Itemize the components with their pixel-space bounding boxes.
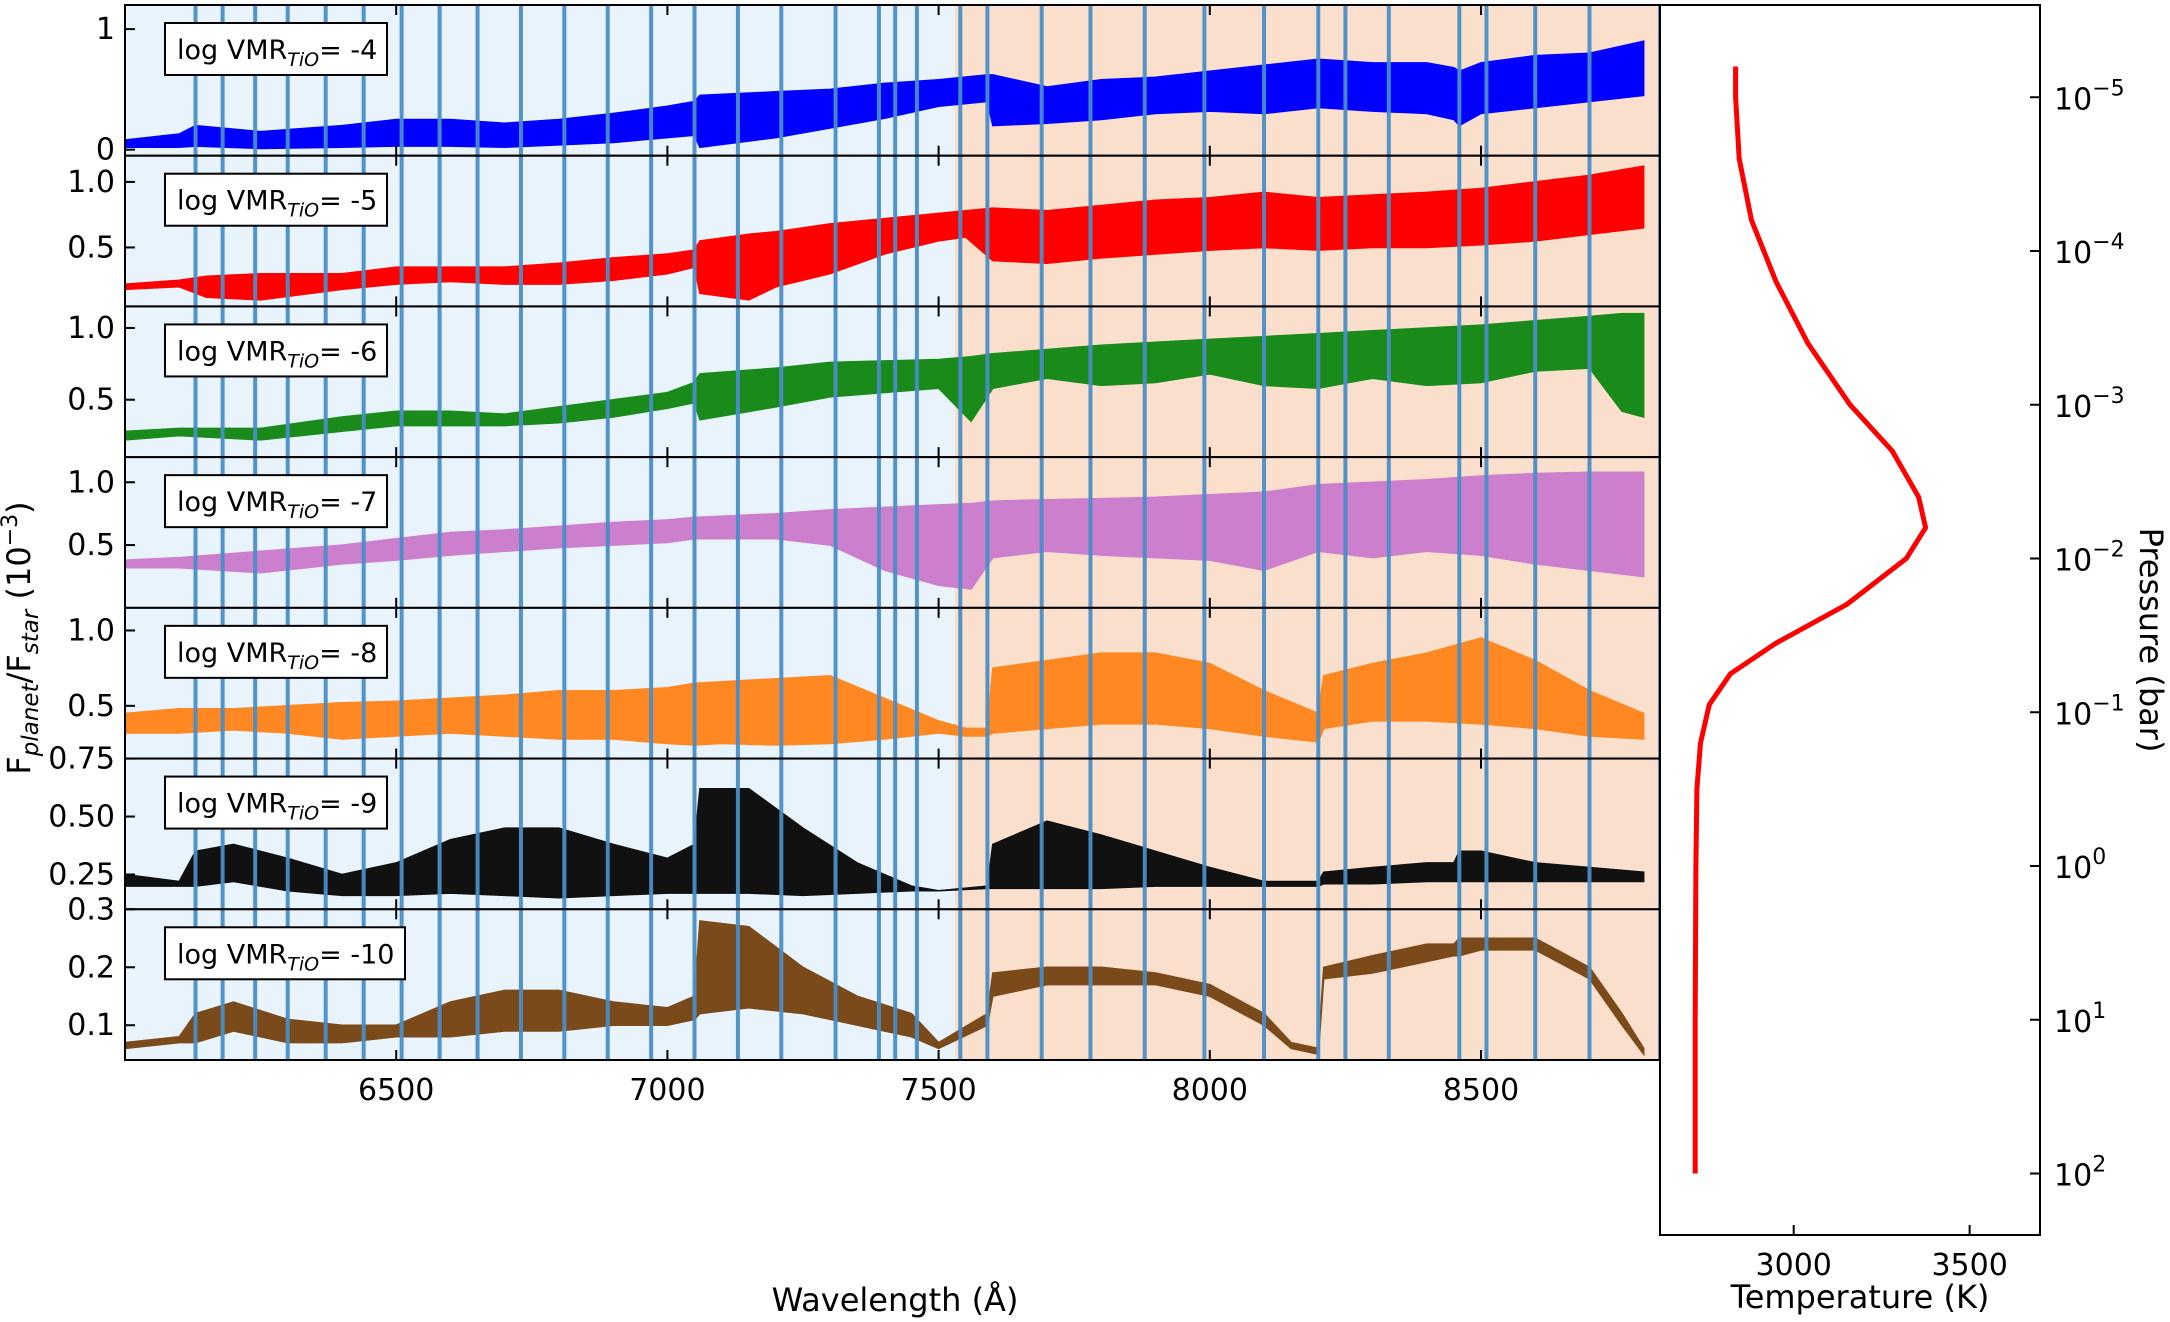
x-tick-label: 8000 <box>1172 1073 1248 1108</box>
y-tick-label: 0.3 <box>67 892 115 927</box>
y-tick-label: 1 <box>96 12 115 47</box>
panel-label-text: log VMRTiO= -6 <box>177 336 377 372</box>
y-tick-label: 101 <box>2054 999 2106 1040</box>
x-tick-label: 3000 <box>1756 1248 1832 1283</box>
panel-label-box <box>164 926 406 981</box>
panel-label-box <box>164 474 388 529</box>
temperature-profile-line <box>1692 66 1929 1174</box>
temperature-pressure-panel: 3000 3500 10−5 10−4 10−3 10−2 10−1 100 101 102 <box>1659 4 2125 1283</box>
y-tick-label: 10−5 <box>2054 76 2125 117</box>
y-tick-label: 0.75 <box>48 742 115 777</box>
panel-label-text: log VMRTiO= -5 <box>177 186 377 222</box>
panel-label-box <box>164 775 388 830</box>
spectrum-panel: 0.25 0.50 0.75 log VMRTiO= -9 <box>48 742 1662 911</box>
panel-label-box <box>164 624 388 679</box>
spectrum-panel: 0.5 1.0 log VMRTiO= -8 <box>67 606 1662 760</box>
y-tick-label: 0.5 <box>67 689 115 724</box>
y-tick-label: 10−1 <box>2054 691 2125 732</box>
x-tick-label: 7000 <box>629 1073 705 1108</box>
spectra-panel: 0 1 log VMRTiO= -4 0.5 1.0 log VMRTiO= -5 0.5 1… <box>48 4 1662 1108</box>
panel-label: log VMRTiO= -10 <box>164 926 406 981</box>
spectrum-panel: 0.5 1.0 log VMRTiO= -7 <box>67 456 1662 609</box>
spectrum-panel: 0.1 0.2 0.3 log VMRTiO= -10 <box>67 892 1662 1061</box>
panel-label-box <box>164 323 388 378</box>
y-tick-label: 1.0 <box>67 465 115 500</box>
panel-label-text: log VMRTiO= -7 <box>177 487 377 523</box>
spectrum-panel: 0.5 1.0 log VMRTiO= -5 <box>67 154 1662 308</box>
y-tick-label: 10−4 <box>2054 230 2125 271</box>
y-tick-label: 0 <box>96 133 115 168</box>
y-tick-label: 1.0 <box>67 165 115 200</box>
y-tick-label: 1.0 <box>67 311 115 346</box>
x-tick-label: 8500 <box>1443 1073 1519 1108</box>
y-tick-label: 10−2 <box>2054 538 2125 579</box>
panel-label-text: log VMRTiO= -8 <box>177 638 377 674</box>
spectrum-panel: 0.5 1.0 log VMRTiO= -6 <box>67 305 1662 459</box>
y-tick-label: 0.5 <box>67 383 115 418</box>
panel-label-text: log VMRTiO= -9 <box>177 789 377 825</box>
x-tick-label: 3500 <box>1931 1248 2007 1283</box>
panel-label-box <box>164 22 388 76</box>
y-tick-label: 0.1 <box>67 1008 115 1043</box>
y-tick-label: 0.5 <box>67 528 115 563</box>
panel-label: log VMRTiO= -9 <box>164 775 388 830</box>
panel-label: log VMRTiO= -7 <box>164 474 388 529</box>
y-tick-label: 100 <box>2054 845 2106 886</box>
panel-label: log VMRTiO= -5 <box>164 172 388 227</box>
x-axis-label-temperature: Temperature (K) <box>1730 1278 1990 1316</box>
panel-label-text: log VMRTiO= -10 <box>177 939 394 975</box>
panel-label-box <box>164 172 388 227</box>
x-tick-label: 6500 <box>358 1073 434 1108</box>
spectrum-panel: 0 1 log VMRTiO= -4 <box>96 4 1662 168</box>
y-tick-label: 10−3 <box>2054 384 2125 425</box>
y-axis-label-pressure: Pressure (bar) <box>2132 528 2170 753</box>
y-tick-label: 0.2 <box>67 950 115 985</box>
y-axis-label-flux-ratio: Fplanet/Fstar (10−3) <box>0 501 44 774</box>
x-tick-label: 7500 <box>900 1073 976 1108</box>
panel-label: log VMRTiO= -4 <box>164 22 388 76</box>
profile-frame <box>1659 4 2041 1236</box>
y-tick-label: 102 <box>2054 1153 2106 1194</box>
panel-label: log VMRTiO= -8 <box>164 624 388 679</box>
y-tick-label: 0.5 <box>67 230 115 265</box>
y-tick-label: 1.0 <box>67 613 115 648</box>
y-tick-label: 0.25 <box>48 858 115 893</box>
x-axis-label-wavelength: Wavelength (Å) <box>772 1281 1019 1319</box>
y-tick-label: 0.50 <box>48 800 115 835</box>
panel-label: log VMRTiO= -6 <box>164 323 388 378</box>
panel-label-text: log VMRTiO= -4 <box>177 35 377 71</box>
